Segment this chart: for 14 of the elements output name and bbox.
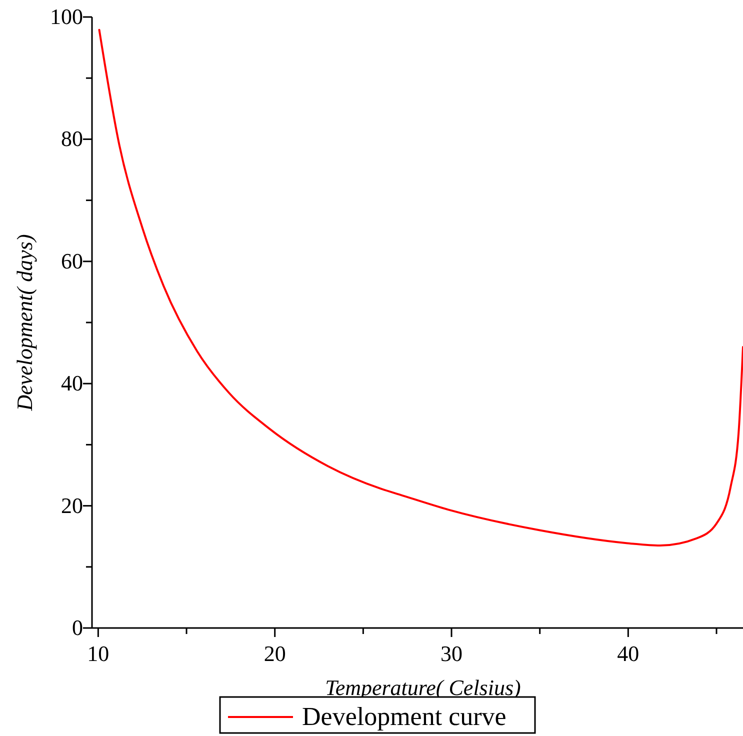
x-axis-title: Temperature( Celsius) [325,675,521,700]
line-series [98,28,743,547]
y-tick-label: 20 [61,492,83,518]
y-tick-label: 40 [61,370,83,396]
y-tick-label: 80 [61,126,83,152]
x-tick-label: 20 [264,641,286,666]
y-tick-label: 0 [72,615,83,640]
x-tick-label: 40 [617,641,640,666]
y-axis-title: Development( days) [12,234,37,412]
x-tick-label: 30 [440,641,463,666]
y-tick-label: 60 [61,248,83,274]
y-tick-label: 100 [50,4,83,30]
legend-label: Development curve [302,702,506,731]
x-tick-label: 10 [87,641,110,666]
